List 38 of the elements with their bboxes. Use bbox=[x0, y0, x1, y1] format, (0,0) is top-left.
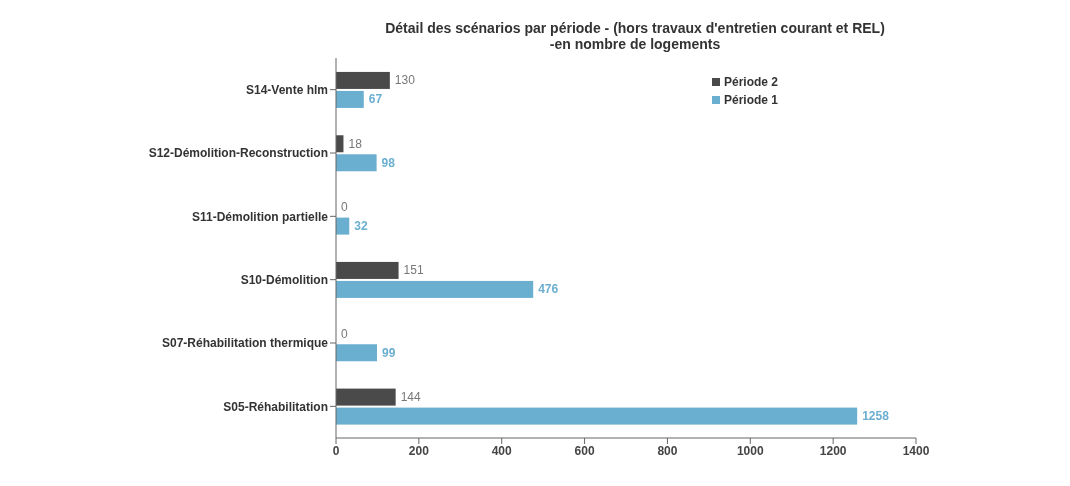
legend-label: Période 1 bbox=[724, 93, 779, 107]
data-label: 151 bbox=[403, 263, 424, 278]
data-label: 144 bbox=[400, 390, 421, 405]
bar bbox=[336, 154, 377, 172]
data-label: 1258 bbox=[862, 409, 890, 424]
data-label: 0 bbox=[341, 326, 348, 341]
x-tick-label: 1000 bbox=[736, 443, 764, 458]
chart-title: Détail des scénarios par période - (hors travaux d'entretien courant et REL) -en nombre de logements bbox=[384, 19, 886, 52]
data-label: 32 bbox=[354, 219, 368, 234]
y-tick-label: S10-Démolition bbox=[240, 272, 328, 287]
bar bbox=[336, 280, 534, 298]
legend-label: Période 2 bbox=[724, 75, 779, 89]
y-tick-label: S05-Réhabilitation bbox=[223, 399, 328, 414]
bar bbox=[336, 407, 858, 425]
data-label: 98 bbox=[381, 155, 396, 170]
bar bbox=[336, 261, 399, 279]
x-tick-label: 1400 bbox=[902, 443, 930, 458]
data-label: 99 bbox=[382, 345, 396, 360]
bar bbox=[336, 217, 350, 235]
data-label: 18 bbox=[348, 136, 363, 151]
bar bbox=[336, 344, 378, 362]
data-label: 0 bbox=[341, 200, 348, 215]
x-tick-label: 400 bbox=[491, 443, 513, 458]
bar bbox=[336, 90, 364, 108]
x-tick-label: 600 bbox=[574, 443, 595, 458]
x-tick-label: 0 bbox=[332, 443, 340, 458]
bar bbox=[336, 71, 390, 89]
y-tick-label: S11-Démolition partielle bbox=[191, 209, 329, 224]
x-tick-label: 200 bbox=[408, 443, 430, 458]
data-label: 476 bbox=[538, 282, 559, 297]
x-tick-label: 1200 bbox=[819, 443, 847, 458]
bar bbox=[336, 388, 396, 406]
data-label: 67 bbox=[368, 92, 383, 107]
y-tick-label: S07-Réhabilitation thermique bbox=[161, 336, 329, 351]
x-tick-label: 800 bbox=[657, 443, 678, 458]
data-label: 130 bbox=[394, 73, 416, 88]
y-tick-label: S12-Démolition-Reconstruction bbox=[148, 146, 328, 161]
y-tick-label: S14-Vente hlm bbox=[245, 82, 328, 97]
